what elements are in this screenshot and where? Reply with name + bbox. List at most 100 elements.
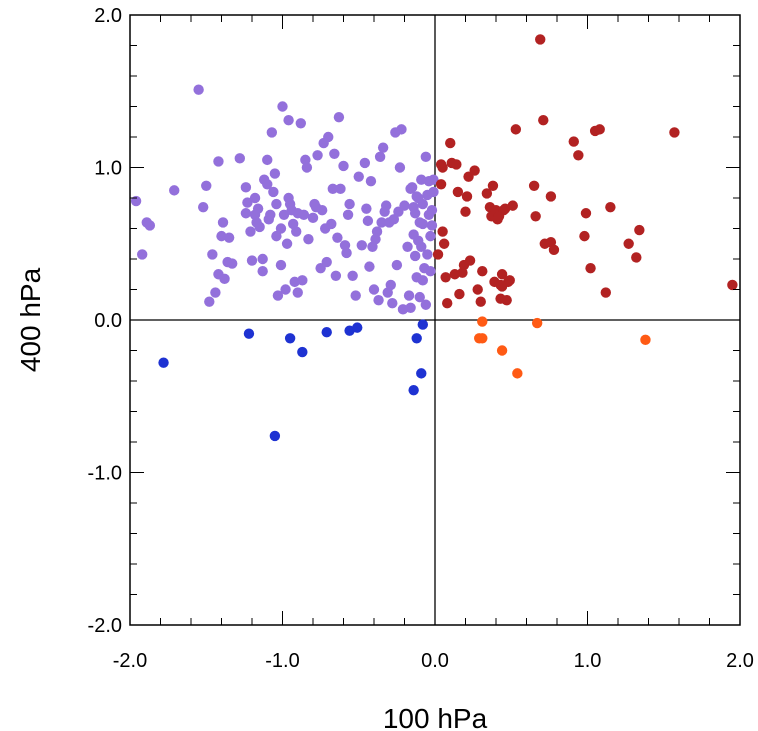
- scatter-point: [388, 214, 400, 225]
- scatter-point: [323, 131, 334, 143]
- scatter-point: [435, 179, 447, 190]
- scatter-point: [341, 247, 352, 259]
- scatter-point: [329, 148, 340, 159]
- scatter-point: [426, 220, 438, 231]
- scatter-point: [405, 302, 416, 313]
- scatter-point: [438, 238, 450, 249]
- y-tick-label: -1.0: [88, 463, 122, 485]
- x-tick-label: 0.0: [421, 650, 449, 672]
- scatter-point: [243, 328, 255, 339]
- scatter-point: [219, 273, 230, 285]
- scatter-point: [535, 34, 546, 45]
- zero-reference-lines: [130, 15, 740, 625]
- scatter-point: [271, 230, 282, 242]
- scatter-point: [414, 217, 425, 228]
- scatter-point: [297, 275, 308, 286]
- scatter-point: [507, 200, 518, 211]
- scatter-point: [303, 233, 314, 245]
- scatter-point: [428, 186, 439, 198]
- scatter-point: [512, 368, 523, 379]
- scatter-point: [362, 215, 374, 227]
- scatter-point: [269, 168, 281, 179]
- scatter-point: [464, 255, 476, 266]
- scatter-point: [338, 160, 349, 172]
- scatter-point: [501, 294, 512, 306]
- scatter-point: [579, 230, 590, 242]
- y-axis-title: 400 hPa: [15, 267, 46, 372]
- scatter-point: [496, 269, 508, 280]
- scatter-point: [330, 270, 342, 281]
- scatter-point: [252, 203, 264, 214]
- scatter-point: [727, 279, 738, 291]
- scatter-point: [245, 226, 256, 237]
- scatter-point: [510, 124, 522, 135]
- scatter-point: [246, 255, 258, 266]
- scatter-point: [307, 212, 319, 224]
- scatter-point: [420, 151, 432, 163]
- scatter-point: [451, 159, 462, 170]
- scatter-point: [298, 209, 310, 220]
- x-tick-label: -1.0: [265, 650, 299, 672]
- scatter-point: [573, 150, 584, 161]
- scatter-point: [477, 333, 488, 344]
- scatter-point: [385, 279, 396, 291]
- scatter-point: [291, 226, 302, 237]
- scatter-point: [271, 198, 282, 210]
- data-points: [130, 34, 738, 442]
- scatter-point: [295, 118, 306, 129]
- scatter-point: [545, 191, 557, 202]
- scatter-point: [217, 217, 229, 228]
- scatter-point: [335, 183, 346, 195]
- scatter-point: [504, 275, 515, 286]
- scatter-point: [373, 294, 384, 306]
- scatter-point: [257, 266, 268, 277]
- scatter-point: [496, 345, 508, 356]
- scatter-point: [262, 154, 273, 166]
- scatter-point: [193, 84, 204, 95]
- scatter-point: [240, 182, 252, 193]
- scatter-point: [364, 261, 375, 272]
- scatter-point: [144, 220, 156, 231]
- scatter-point: [432, 249, 444, 260]
- scatter-point: [312, 150, 323, 161]
- scatter-point: [292, 287, 303, 298]
- scatter-point: [234, 153, 245, 164]
- scatter-point: [359, 157, 371, 169]
- scatter-point: [387, 298, 398, 309]
- scatter-point: [275, 223, 287, 234]
- scatter-point: [268, 186, 279, 198]
- scatter-point: [399, 200, 410, 211]
- scatter-point: [371, 226, 383, 237]
- y-tick-label: -2.0: [88, 615, 122, 637]
- scatter-point: [361, 203, 372, 214]
- scatter-point: [381, 200, 392, 211]
- scatter-point: [495, 279, 506, 291]
- scatter-point: [321, 256, 332, 268]
- scatter-point: [440, 272, 451, 283]
- scatter-point: [332, 232, 343, 243]
- scatter-point: [350, 290, 361, 301]
- scatter-point: [487, 180, 499, 191]
- scatter-point: [422, 249, 433, 260]
- scatter-point: [326, 218, 337, 230]
- scatter-point: [605, 201, 616, 213]
- scatter-point: [347, 270, 358, 281]
- scatter-point: [226, 258, 238, 269]
- scatter-point: [169, 185, 180, 196]
- scatter-point: [437, 162, 448, 173]
- scatter-point: [416, 174, 427, 185]
- scatter-point: [265, 209, 276, 220]
- scatter-point: [475, 296, 486, 307]
- scatter-point: [198, 201, 209, 213]
- scatter-point: [297, 346, 308, 358]
- scatter-point: [210, 287, 221, 298]
- scatter-point: [396, 124, 407, 135]
- scatter-point: [442, 298, 453, 309]
- scatter-point: [409, 250, 421, 262]
- scatter-point: [477, 266, 488, 277]
- scatter-point: [594, 124, 605, 135]
- scatter-point: [257, 253, 268, 265]
- scatter-point: [333, 111, 345, 123]
- scatter-point: [585, 262, 596, 274]
